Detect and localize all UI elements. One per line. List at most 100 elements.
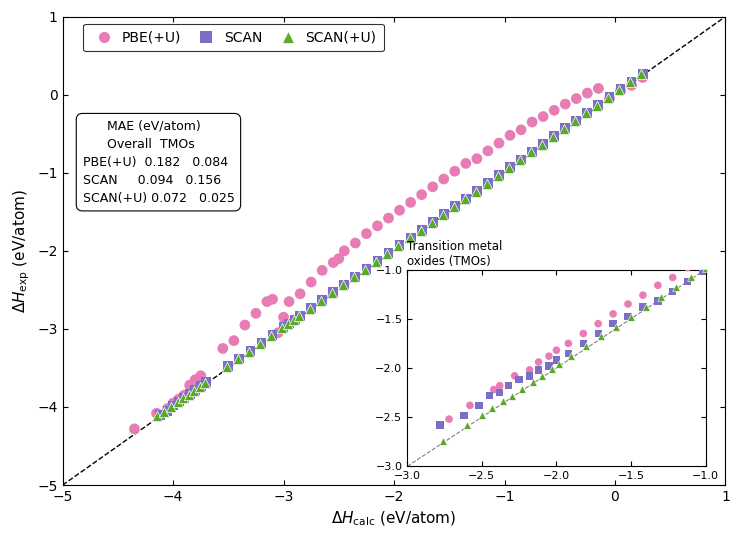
Point — [239, 321, 251, 329]
Text: MAE (eV/atom)
      Overall  TMOs
PBE(+U)  0.182   0.084
SCAN     0.094   0.156
: MAE (eV/atom) Overall TMOs PBE(+U) 0.182… — [82, 120, 234, 205]
Point — [217, 344, 229, 353]
Point — [189, 385, 201, 394]
Point — [283, 319, 295, 328]
Point — [558, 125, 570, 133]
Point — [492, 171, 504, 180]
Point — [493, 171, 505, 179]
Point — [449, 167, 461, 176]
Point — [294, 289, 306, 298]
Point — [278, 313, 290, 322]
Point — [625, 77, 637, 86]
Point — [382, 249, 394, 258]
Point — [293, 312, 305, 321]
Point — [559, 100, 571, 108]
Point — [315, 296, 327, 305]
Point — [482, 178, 494, 187]
Point — [305, 303, 317, 312]
Point — [515, 126, 527, 134]
Point — [371, 257, 383, 265]
Point — [515, 155, 527, 164]
Point — [165, 403, 177, 411]
Point — [188, 386, 200, 395]
Point — [438, 175, 450, 183]
Point — [625, 78, 637, 86]
Point — [348, 273, 360, 282]
Point — [459, 195, 471, 204]
Point — [427, 183, 439, 191]
Point — [603, 93, 615, 101]
Point — [294, 312, 306, 320]
Point — [150, 412, 162, 420]
Point — [199, 378, 211, 387]
Point — [471, 154, 483, 163]
Point — [438, 210, 450, 218]
Point — [339, 246, 350, 255]
Point — [350, 239, 362, 247]
Point — [593, 101, 605, 109]
Point — [326, 289, 338, 298]
Point — [233, 354, 245, 363]
Point — [328, 288, 339, 296]
Point — [603, 94, 615, 103]
Point — [614, 86, 626, 95]
Point — [304, 305, 316, 313]
Point — [261, 298, 273, 306]
Point — [350, 272, 362, 281]
Point — [179, 391, 190, 399]
Point — [593, 84, 605, 93]
Point — [278, 323, 290, 331]
Point — [405, 198, 416, 207]
Point — [481, 179, 493, 188]
Point — [582, 89, 594, 98]
Point — [504, 163, 516, 171]
Point — [493, 139, 505, 147]
Point — [339, 280, 350, 289]
X-axis label: $\Delta H_{\mathrm{calc}}$ (eV/atom): $\Delta H_{\mathrm{calc}}$ (eV/atom) — [331, 509, 456, 528]
Point — [154, 411, 166, 419]
Point — [267, 295, 279, 303]
Point — [571, 116, 582, 125]
Point — [337, 281, 349, 289]
Point — [276, 324, 288, 333]
Point — [526, 118, 538, 126]
Point — [228, 336, 240, 345]
Point — [189, 375, 201, 384]
Point — [360, 230, 372, 238]
Point — [162, 404, 173, 413]
Point — [436, 211, 448, 219]
Point — [580, 109, 592, 118]
Point — [636, 70, 648, 79]
Point — [536, 140, 548, 149]
Point — [179, 393, 190, 402]
Point — [283, 298, 295, 306]
Point — [288, 316, 299, 324]
Point — [200, 378, 212, 386]
Point — [470, 187, 482, 196]
Point — [173, 395, 185, 404]
Point — [537, 140, 549, 148]
Point — [637, 73, 648, 82]
Point — [503, 164, 515, 172]
Point — [173, 397, 185, 406]
Point — [371, 222, 383, 230]
Legend: PBE(+U), SCAN, SCAN(+U): PBE(+U), SCAN, SCAN(+U) — [83, 24, 384, 51]
Point — [289, 315, 301, 324]
Point — [282, 320, 294, 329]
Point — [333, 254, 345, 263]
Point — [316, 296, 328, 305]
Point — [162, 406, 173, 415]
Point — [265, 331, 277, 340]
Point — [416, 190, 428, 199]
Point — [128, 425, 140, 433]
Point — [159, 407, 170, 416]
Point — [193, 382, 205, 391]
Point — [328, 258, 339, 267]
Point — [405, 233, 416, 242]
Point — [167, 399, 179, 407]
Point — [591, 101, 603, 110]
Point — [548, 106, 560, 115]
Point — [448, 203, 459, 211]
Point — [525, 148, 537, 157]
Point — [243, 347, 255, 356]
Point — [233, 355, 245, 364]
